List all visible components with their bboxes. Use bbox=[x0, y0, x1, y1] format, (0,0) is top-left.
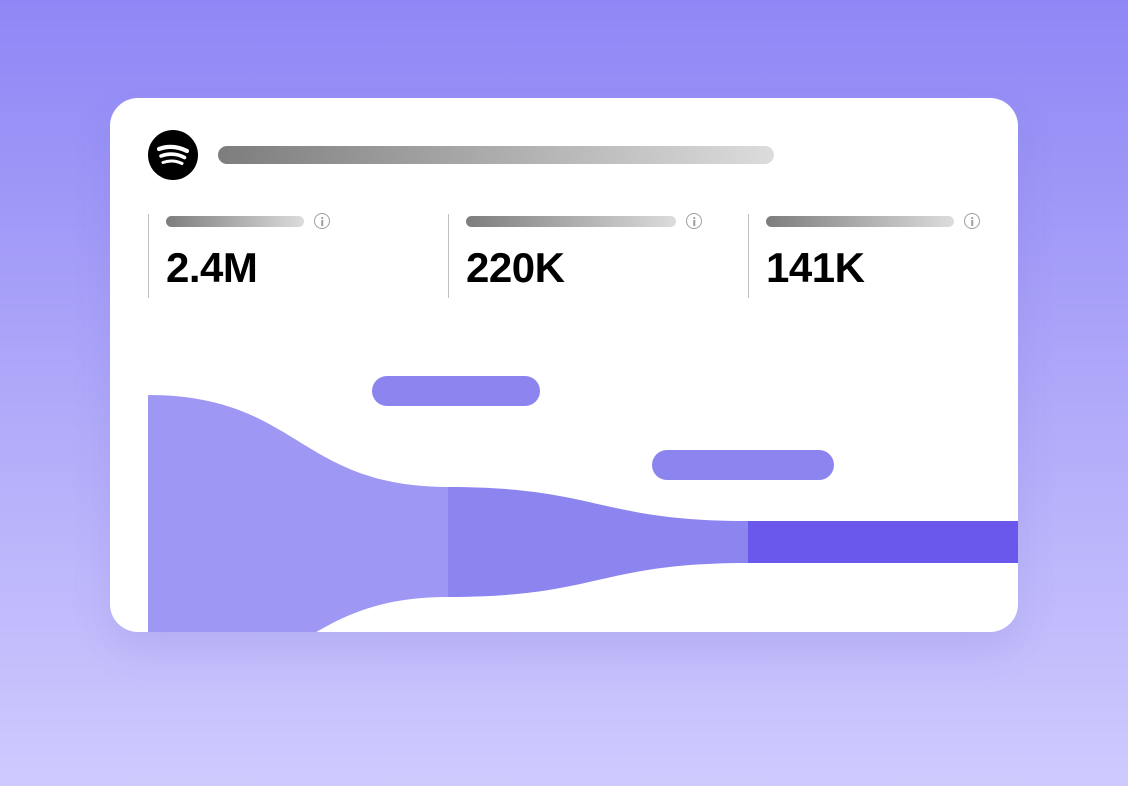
funnel-stage-shape bbox=[748, 521, 1018, 563]
metric-value: 220K bbox=[466, 244, 736, 292]
spotify-icon bbox=[148, 130, 198, 180]
metric-divider bbox=[748, 214, 749, 298]
card-header bbox=[110, 98, 1018, 180]
metric-1: 220K bbox=[448, 212, 748, 292]
info-icon[interactable] bbox=[686, 213, 702, 229]
info-icon[interactable] bbox=[314, 213, 330, 229]
metric-value: 141K bbox=[766, 244, 1004, 292]
analytics-card: 2.4M 220K 141K bbox=[110, 98, 1018, 632]
metric-divider bbox=[148, 214, 149, 298]
metric-divider bbox=[448, 214, 449, 298]
info-icon[interactable] bbox=[964, 213, 980, 229]
page-background: 2.4M 220K 141K bbox=[0, 0, 1128, 786]
metric-2: 141K bbox=[748, 212, 1016, 292]
funnel-chart bbox=[148, 338, 1018, 632]
funnel-stage-shape bbox=[448, 487, 748, 597]
funnel-pill bbox=[652, 450, 834, 480]
metric-label-placeholder bbox=[166, 216, 304, 227]
metrics-row: 2.4M 220K 141K bbox=[110, 212, 1018, 292]
funnel-pill bbox=[372, 376, 540, 406]
metric-label-row bbox=[466, 212, 736, 230]
funnel-stage-shape bbox=[148, 395, 448, 632]
metric-label-placeholder bbox=[466, 216, 676, 227]
metric-label-row bbox=[166, 212, 436, 230]
metric-label-placeholder bbox=[766, 216, 954, 227]
metric-0: 2.4M bbox=[148, 212, 448, 292]
metric-value: 2.4M bbox=[166, 244, 436, 292]
title-placeholder bbox=[218, 146, 774, 164]
metric-label-row bbox=[766, 212, 1004, 230]
